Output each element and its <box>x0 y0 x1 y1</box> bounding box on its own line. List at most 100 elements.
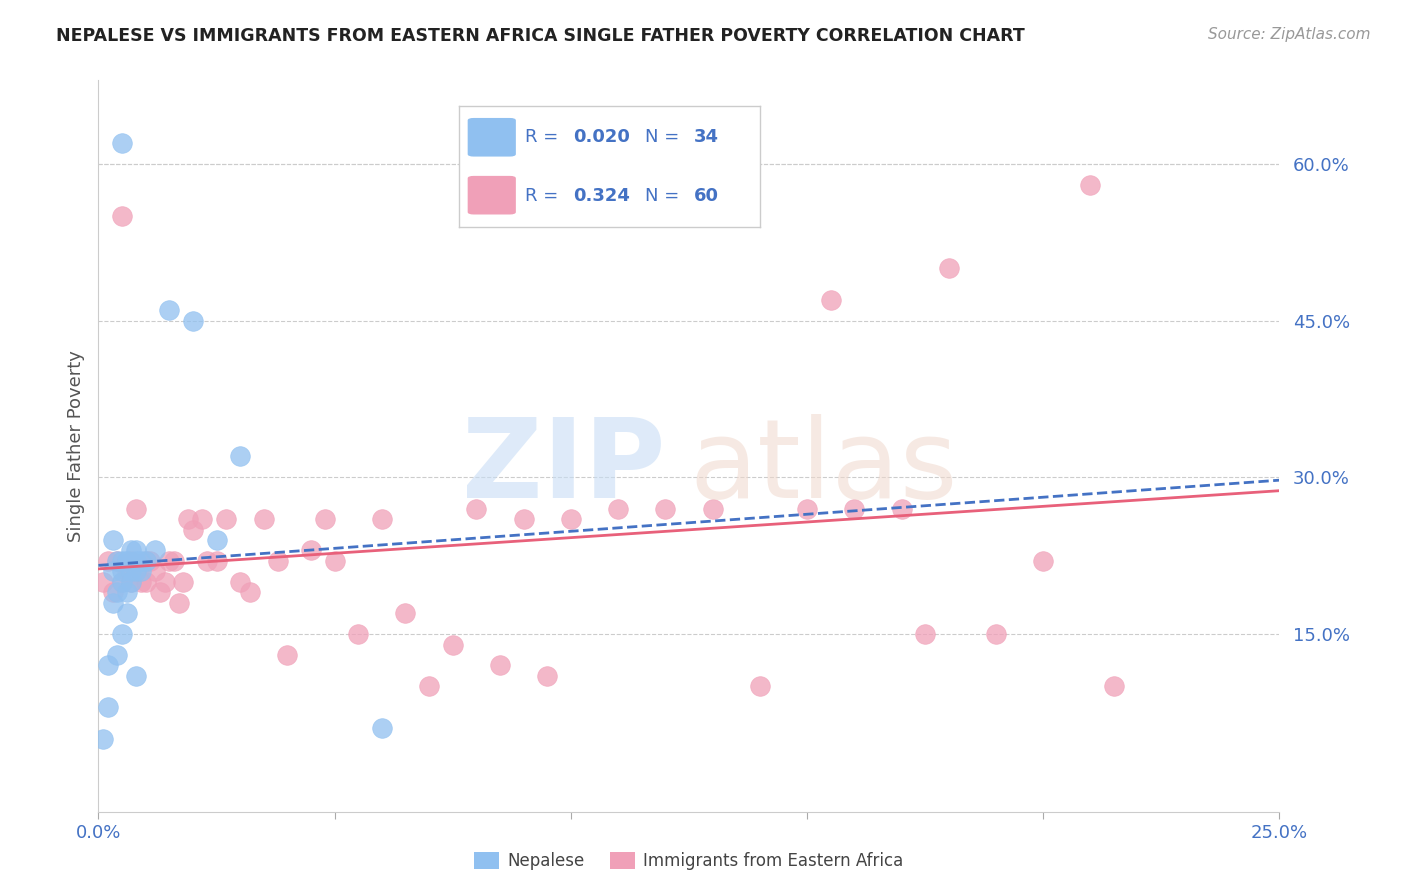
Point <box>153 574 176 589</box>
Point <box>465 501 488 516</box>
Point <box>253 512 276 526</box>
Point <box>111 565 134 579</box>
Point <box>101 585 124 599</box>
Point <box>844 501 866 516</box>
Point <box>1080 178 1102 192</box>
Point <box>181 313 204 327</box>
Y-axis label: Single Father Poverty: Single Father Poverty <box>66 350 84 542</box>
Point <box>177 512 200 526</box>
Point <box>105 648 128 662</box>
Point <box>125 554 148 568</box>
Point <box>111 574 134 589</box>
Point <box>1032 554 1054 568</box>
Point <box>276 648 298 662</box>
Point <box>105 554 128 568</box>
Point <box>702 501 724 516</box>
Point <box>181 523 204 537</box>
Point <box>205 533 228 547</box>
Point <box>111 209 134 223</box>
Point <box>323 554 346 568</box>
Point <box>125 565 148 579</box>
Point <box>135 574 157 589</box>
Point <box>111 574 134 589</box>
Point <box>125 565 148 579</box>
Point <box>115 565 138 579</box>
Point <box>91 731 114 746</box>
Point <box>418 679 440 693</box>
Point <box>129 554 152 568</box>
Point <box>314 512 336 526</box>
Point <box>101 533 124 547</box>
Point <box>111 136 134 150</box>
Point <box>489 658 512 673</box>
Point <box>536 669 558 683</box>
Point <box>191 512 214 526</box>
Point <box>115 554 138 568</box>
Point <box>91 574 114 589</box>
Point <box>163 554 186 568</box>
Point <box>121 574 143 589</box>
Point <box>267 554 290 568</box>
Point <box>111 627 134 641</box>
Point <box>560 512 582 526</box>
Point <box>512 512 534 526</box>
Point <box>371 512 394 526</box>
Point <box>890 501 912 516</box>
Point <box>101 596 124 610</box>
Legend: Nepalese, Immigrants from Eastern Africa: Nepalese, Immigrants from Eastern Africa <box>468 845 910 877</box>
Text: Source: ZipAtlas.com: Source: ZipAtlas.com <box>1208 27 1371 42</box>
Point <box>97 658 120 673</box>
Point <box>157 303 180 318</box>
Point <box>215 512 238 526</box>
Point <box>607 501 630 516</box>
Point <box>914 627 936 641</box>
Point <box>149 585 172 599</box>
Point <box>129 574 152 589</box>
Point <box>97 700 120 714</box>
Point <box>121 565 143 579</box>
Point <box>143 565 166 579</box>
Point <box>205 554 228 568</box>
Point <box>654 501 676 516</box>
Point <box>157 554 180 568</box>
Point <box>195 554 218 568</box>
Point <box>371 721 394 735</box>
Text: NEPALESE VS IMMIGRANTS FROM EASTERN AFRICA SINGLE FATHER POVERTY CORRELATION CHA: NEPALESE VS IMMIGRANTS FROM EASTERN AFRI… <box>56 27 1025 45</box>
Point <box>139 554 162 568</box>
Point <box>796 501 818 516</box>
Point <box>115 585 138 599</box>
Point <box>143 543 166 558</box>
Text: atlas: atlas <box>689 415 957 522</box>
Point <box>129 565 152 579</box>
Point <box>121 574 143 589</box>
Point <box>105 554 128 568</box>
Point <box>394 606 416 620</box>
Point <box>229 574 252 589</box>
Point <box>115 606 138 620</box>
Point <box>984 627 1007 641</box>
Point <box>125 501 148 516</box>
Point <box>125 543 148 558</box>
Point <box>938 261 960 276</box>
Point <box>101 565 124 579</box>
Point <box>172 574 194 589</box>
Point <box>167 596 190 610</box>
Point <box>121 554 143 568</box>
Point <box>347 627 370 641</box>
Text: ZIP: ZIP <box>463 415 665 522</box>
Point <box>239 585 262 599</box>
Point <box>135 554 157 568</box>
Point <box>748 679 770 693</box>
Point <box>820 293 842 307</box>
Point <box>105 585 128 599</box>
Point <box>1102 679 1125 693</box>
Point <box>111 554 134 568</box>
Point <box>441 638 464 652</box>
Point <box>125 669 148 683</box>
Point <box>229 450 252 464</box>
Point <box>135 554 157 568</box>
Point <box>97 554 120 568</box>
Point <box>299 543 322 558</box>
Point <box>115 554 138 568</box>
Point <box>121 543 143 558</box>
